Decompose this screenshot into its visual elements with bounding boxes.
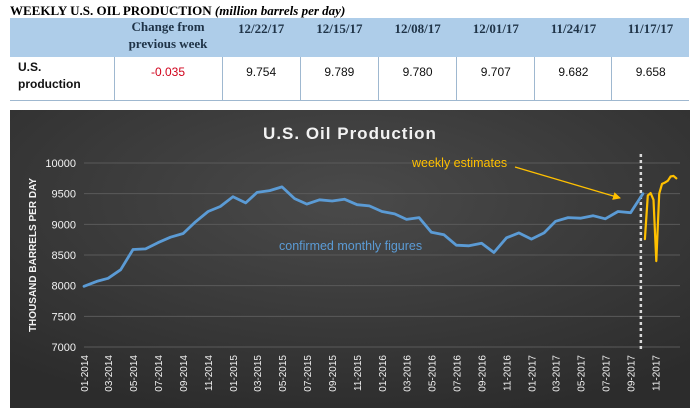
x-tick-label: 07-2016 [452, 355, 463, 392]
date-header: 12/01/17 [456, 18, 535, 57]
y-tick-label: 7000 [52, 342, 76, 354]
x-tick-label: 01-2016 [378, 355, 389, 392]
production-value: 9.707 [456, 57, 535, 101]
x-tick-label: 03-2015 [253, 355, 264, 392]
change-header-line2: previous week [128, 36, 208, 51]
date-header: 11/17/17 [611, 18, 689, 57]
table-header-row: Change from previous week 12/22/17 12/15… [10, 18, 689, 57]
change-value: -0.035 [113, 57, 222, 101]
monthly-figures-label: confirmed monthly figures [279, 239, 422, 253]
x-tick-label: 01-2014 [80, 355, 91, 392]
y-tick-label: 10000 [45, 158, 76, 170]
date-header: 12/15/17 [300, 18, 379, 57]
x-tick-label: 01-2017 [527, 355, 538, 392]
row-label-line1: U.S. [18, 60, 42, 74]
page-title: WEEKLY U.S. OIL PRODUCTION (million barr… [10, 3, 345, 19]
weekly-series-line [643, 174, 678, 263]
production-value: 9.789 [299, 57, 379, 101]
row-label: U.S. production [10, 57, 114, 101]
oil-production-chart: 7000 7500 8000 8500 9000 9500 10000 01-2014 03-… [0, 110, 690, 408]
date-header: 11/24/17 [534, 18, 612, 57]
weekly-estimates-label: weekly estimates [411, 156, 507, 170]
x-tick-label: 09-2017 [627, 355, 638, 392]
x-tick-label: 05-2015 [278, 355, 289, 392]
y-tick-label: 9500 [52, 189, 76, 201]
x-tick-label: 03-2014 [104, 355, 115, 392]
x-tick-label: 09-2015 [328, 355, 339, 392]
production-value: 9.682 [534, 57, 612, 101]
x-tick-label: 05-2017 [576, 355, 587, 392]
production-value: 9.754 [221, 57, 301, 101]
weekly-annotation-arrow [514, 166, 621, 200]
monthly-series-line [82, 185, 645, 288]
chart-background [10, 110, 690, 408]
x-tick-label: 01-2015 [229, 355, 240, 392]
date-header: 12/08/17 [378, 18, 457, 57]
table-row: U.S. production -0.035 9.754 9.789 9.780… [10, 57, 689, 101]
y-tick-label: 8500 [52, 250, 76, 262]
x-tick-label: 11-2015 [353, 355, 364, 391]
production-value: 9.780 [377, 57, 457, 101]
x-tick-label: 03-2017 [551, 355, 562, 392]
y-tick-label: 8000 [52, 281, 76, 293]
y-axis-label: THOUSAND BARRELS PER DAY [28, 178, 39, 332]
x-tick-label: 07-2017 [601, 355, 612, 392]
date-header: 12/22/17 [222, 18, 301, 57]
y-tick-label: 9000 [52, 219, 76, 231]
x-tick-label: 11-2017 [652, 355, 663, 391]
y-tick-label: 7500 [52, 311, 76, 323]
row-label-line2: production [18, 77, 81, 91]
x-tick-label: 03-2016 [402, 355, 413, 392]
x-tick-label: 05-2016 [427, 355, 438, 392]
change-header-line1: Change from [131, 19, 205, 34]
x-tick-label: 09-2014 [179, 355, 190, 392]
chart-title: U.S. Oil Production [263, 124, 437, 143]
title-main: WEEKLY U.S. OIL PRODUCTION [10, 3, 212, 18]
x-tick-label: 11-2014 [204, 355, 215, 391]
x-tick-label: 05-2014 [129, 355, 140, 392]
x-tick-label: 11-2016 [503, 355, 514, 391]
x-tick-label: 07-2014 [154, 355, 165, 392]
title-unit: (million barrels per day) [214, 3, 346, 18]
x-tick-label: 07-2015 [303, 355, 314, 392]
change-header: Change from previous week [114, 18, 222, 57]
x-tick-label: 09-2016 [478, 355, 489, 392]
chart-svg: 7000 7500 8000 8500 9000 9500 10000 01-2014 03-… [10, 110, 690, 408]
production-value: 9.658 [611, 57, 689, 101]
production-table: Change from previous week 12/22/17 12/15… [10, 18, 689, 101]
blank-header-cell [10, 18, 114, 57]
